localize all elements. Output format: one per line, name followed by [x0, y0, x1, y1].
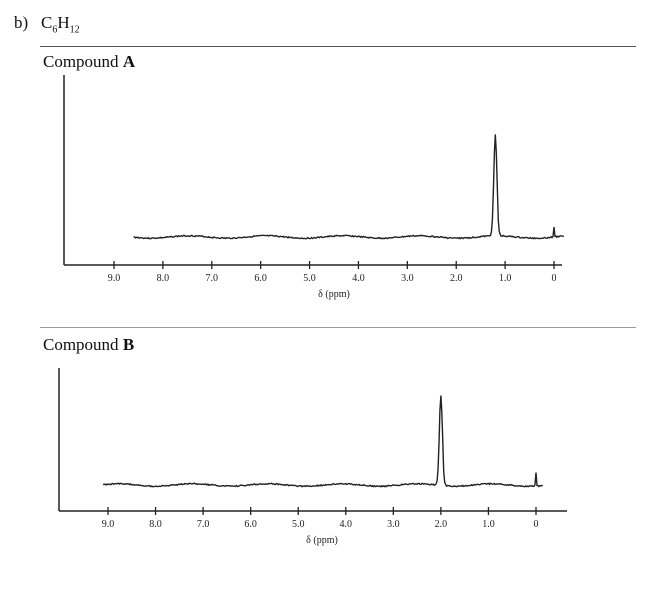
title-prefix: Compound	[43, 335, 123, 354]
formula-h-count: 12	[69, 24, 80, 36]
x-tick-label: 7.0	[206, 273, 219, 284]
x-tick-label: 4.0	[352, 273, 365, 284]
x-axis-label: δ (ppm)	[318, 289, 350, 300]
x-tick-label: 8.0	[157, 273, 170, 284]
x-tick-label: 5.0	[292, 519, 305, 530]
formula-c: C	[41, 13, 53, 32]
x-tick-label: 3.0	[387, 519, 400, 530]
chart-a-title: Compound A	[43, 52, 135, 72]
x-axis-label: δ (ppm)	[306, 535, 338, 546]
spectrum-chart-b: 9.0 8.0 7.0 6.0 5.0 4.0 3.0 2.0 1.0 0 δ (ppm)	[58, 368, 567, 546]
title-prefix: Compound	[43, 52, 123, 71]
x-tick-label: 9.0	[102, 519, 115, 530]
title-letter: A	[122, 52, 136, 71]
divider-top	[40, 46, 636, 47]
x-tick-label: 2.0	[450, 273, 463, 284]
chart-b-title: Compound B	[43, 335, 134, 355]
problem-label: b)	[14, 13, 29, 32]
x-tick-label: 1.0	[499, 273, 512, 284]
x-tick-label: 7.0	[197, 519, 210, 530]
title-letter: B	[122, 335, 135, 354]
spectrum-line	[102, 395, 543, 488]
molecular-formula: C6H12	[41, 13, 80, 35]
divider-middle	[40, 327, 636, 328]
x-tick-label: 6.0	[254, 273, 267, 284]
x-tick-label: 8.0	[149, 519, 162, 530]
spectrum-line	[133, 134, 565, 240]
x-tick-label: 5.0	[303, 273, 316, 284]
x-tick-label: 0	[534, 519, 539, 530]
x-tick-label: 0	[552, 273, 557, 284]
x-tick-label: 4.0	[340, 519, 353, 530]
formula-h: H	[57, 13, 70, 32]
formula-c-count: 6	[52, 24, 58, 36]
x-tick-label: 1.0	[482, 519, 495, 530]
x-tick-label: 6.0	[244, 519, 257, 530]
x-tick-label: 2.0	[435, 519, 448, 530]
x-tick-label: 3.0	[401, 273, 414, 284]
x-tick-label: 9.0	[108, 273, 121, 284]
spectrum-chart-a: 9.0 8.0 7.0 6.0 5.0 4.0 3.0 2.0 1.0 0 δ (ppm)	[63, 75, 565, 300]
